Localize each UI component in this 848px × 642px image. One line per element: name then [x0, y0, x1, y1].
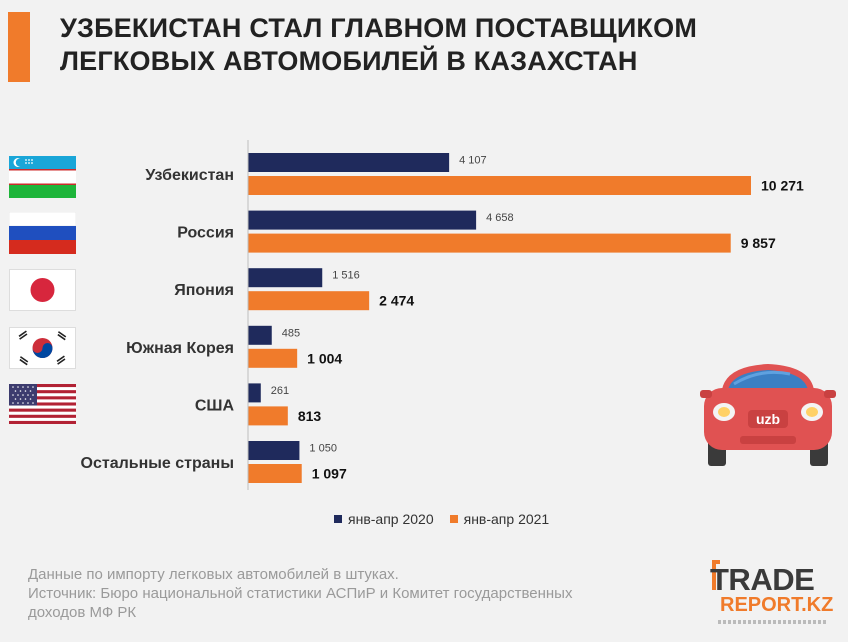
- legend-swatch-2020: [334, 515, 342, 523]
- title-line-2: ЛЕГКОВЫХ АВТОМОБИЛЕЙ В КАЗАХСТАН: [60, 46, 638, 76]
- category-label: Остальные страны: [81, 455, 234, 472]
- bar-2021: [248, 291, 370, 311]
- bar-2021: [248, 406, 288, 426]
- footnote-line-2: Источник: Бюро национальной статистики А…: [28, 585, 573, 602]
- japan-flag-icon: [9, 269, 76, 311]
- bar-2020: [248, 153, 450, 172]
- page-title: УЗБЕКИСТАН СТАЛ ГЛАВНОМ ПОСТАВЩИКОМ ЛЕГК…: [60, 12, 820, 78]
- legend-swatch-2021: [449, 515, 458, 523]
- legend-label-2021: янв-апр 2021: [463, 511, 550, 527]
- logo-tagline: [718, 620, 828, 624]
- data-label-2021: 9 857: [741, 235, 776, 251]
- category-label: Россия: [177, 225, 234, 242]
- south-korea-flag-icon: [9, 327, 76, 369]
- legend-item-2020: янв-апр 2020: [334, 511, 434, 527]
- uzbekistan-flag-icon: [9, 156, 76, 198]
- bar-2020: [248, 441, 300, 460]
- data-label-2021: 2 474: [379, 293, 414, 309]
- data-label-2020: 1 516: [332, 270, 360, 282]
- bar-2020: [248, 268, 323, 288]
- logo-report-text: REPORT.KZ: [720, 594, 834, 616]
- category-label: Узбекистан: [145, 167, 234, 184]
- data-label-2021: 1 097: [312, 466, 347, 482]
- title-accent-bar: [8, 12, 30, 82]
- footnote: Данные по импорту легковых автомобилей в…: [28, 565, 688, 622]
- bar-2020: [248, 210, 477, 230]
- footnote-line-3: доходов МФ РК: [28, 604, 137, 621]
- category-label: Япония: [174, 282, 234, 299]
- data-label-2021: 1 004: [307, 350, 342, 366]
- data-label-2021: 813: [298, 408, 322, 424]
- russia-flag-icon: [9, 212, 76, 254]
- category-label: США: [195, 397, 235, 414]
- logo-mark: [712, 560, 720, 590]
- bar-2021: [248, 464, 302, 483]
- legend-label-2020: янв-апр 2020: [348, 511, 434, 527]
- bar-2021: [248, 348, 298, 368]
- data-label-2020: 261: [271, 385, 289, 397]
- bar-chart: Узбекистан 4 107 10 271 Россия 4 658 9 857 Япо…: [81, 140, 804, 490]
- bar-2020: [248, 383, 261, 403]
- car-badge-text: uzb: [756, 411, 780, 427]
- data-label-2021: 10 271: [761, 178, 804, 194]
- footnote-line-1: Данные по импорту легковых автомобилей в…: [28, 566, 399, 583]
- bar-2021: [248, 233, 731, 253]
- trade-report-logo: TRADE REPORT.KZ: [710, 560, 834, 630]
- bar-2021: [248, 176, 751, 195]
- usa-flag-icon: [9, 384, 76, 424]
- bar-2020: [248, 325, 272, 345]
- title-line-1: УЗБЕКИСТАН СТАЛ ГЛАВНОМ ПОСТАВЩИКОМ: [60, 13, 698, 43]
- category-label: Южная Корея: [126, 340, 234, 357]
- data-label-2020: 1 050: [309, 443, 337, 455]
- legend-item-2021: янв-апр 2021: [449, 511, 550, 527]
- data-label-2020: 4 658: [486, 212, 514, 224]
- logo-trade-text: TRADE: [710, 562, 815, 597]
- data-label-2020: 485: [282, 327, 300, 339]
- car-illustration: uzb: [700, 364, 836, 466]
- data-label-2020: 4 107: [459, 155, 487, 167]
- chart-legend: янв-апр 2020 янв-апр 2021: [334, 511, 549, 527]
